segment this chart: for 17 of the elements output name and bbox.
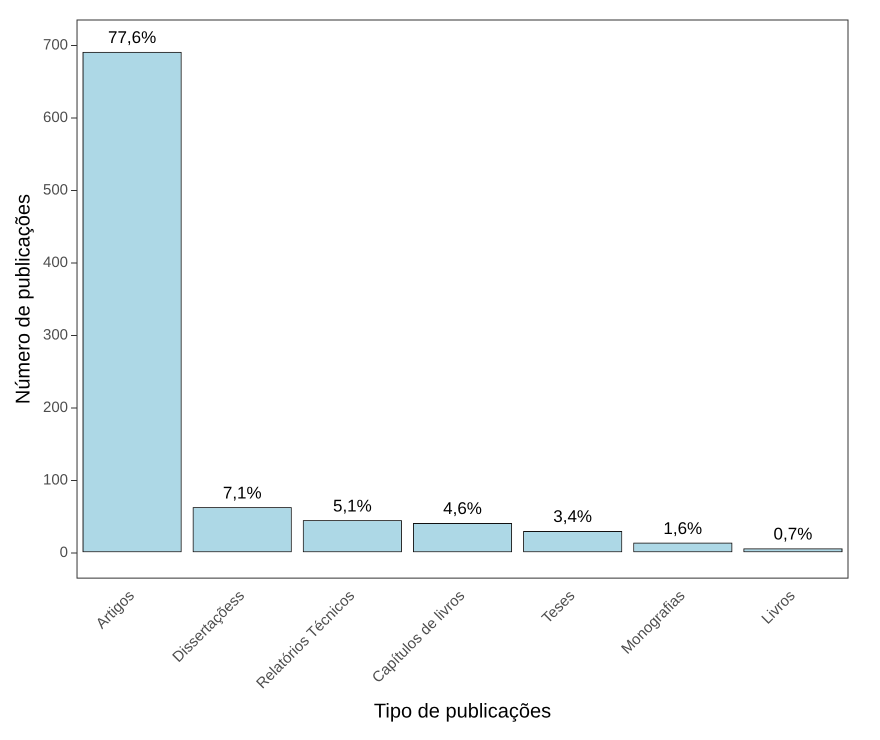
y-tick-label: 500 [42, 181, 68, 198]
y-tick-label: 100 [42, 471, 68, 488]
annotation: 1,6% [663, 518, 702, 538]
annotation: 4,6% [443, 499, 482, 518]
y-tick-label: 600 [42, 108, 68, 126]
y-tick-label: 300 [42, 326, 68, 344]
annotation: 5,1% [333, 496, 372, 516]
annotation: 7,1% [222, 483, 262, 502]
y-tick-label: 400 [42, 254, 68, 271]
annotation: 0,7% [774, 524, 812, 544]
y-tick-label: 0 [60, 544, 68, 561]
y-tick-label: 700 [42, 36, 68, 54]
y-tick-label: 200 [42, 398, 68, 416]
annotation: 77,6% [108, 28, 156, 48]
annotation: 3,4% [553, 507, 592, 526]
x-axis-title: Tipo de publicações [374, 700, 552, 723]
y-axis-title: Número de publicações [12, 194, 35, 404]
